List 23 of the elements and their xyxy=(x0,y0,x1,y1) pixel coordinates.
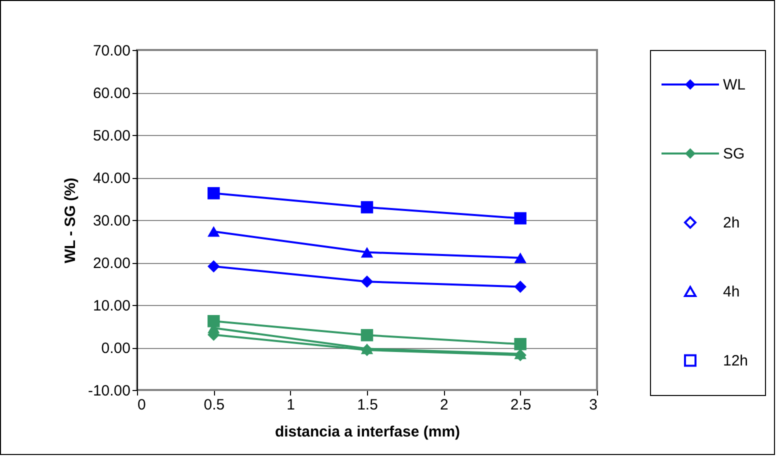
y-tick-label: 20.00 xyxy=(92,255,130,272)
x-tick-label: 0 xyxy=(138,396,146,414)
x-axis-title: distancia a interfase (mm) xyxy=(274,424,460,440)
x-tick-label: 2.5 xyxy=(510,396,532,414)
y-tick-label: 50.00 xyxy=(92,128,130,144)
legend-label: 4h xyxy=(723,284,740,300)
x-tick-label: 1 xyxy=(286,396,296,414)
x-tick-label: 2 xyxy=(440,396,448,414)
legend-label: WL xyxy=(723,76,746,94)
y-tick-label: 30.00 xyxy=(92,212,130,230)
legend-label: 12h xyxy=(723,352,748,370)
y-tick-label: -10.00 xyxy=(88,382,130,400)
x-tick-label: 3 xyxy=(589,396,598,414)
y-tick-label: 40.00 xyxy=(92,170,130,187)
y-tick-label: 60.00 xyxy=(92,85,130,102)
x-tick-label: 1.5 xyxy=(357,396,378,414)
y-axis-title: WL - SG (%) xyxy=(62,178,79,264)
y-tick-label: 70.00 xyxy=(92,42,130,60)
legend-label: 2h xyxy=(723,214,740,232)
legend-label: SG xyxy=(723,146,745,162)
y-tick-label: 0.00 xyxy=(101,340,130,357)
x-tick-label: 0.5 xyxy=(204,396,225,414)
y-tick-label: 10.00 xyxy=(92,298,130,314)
